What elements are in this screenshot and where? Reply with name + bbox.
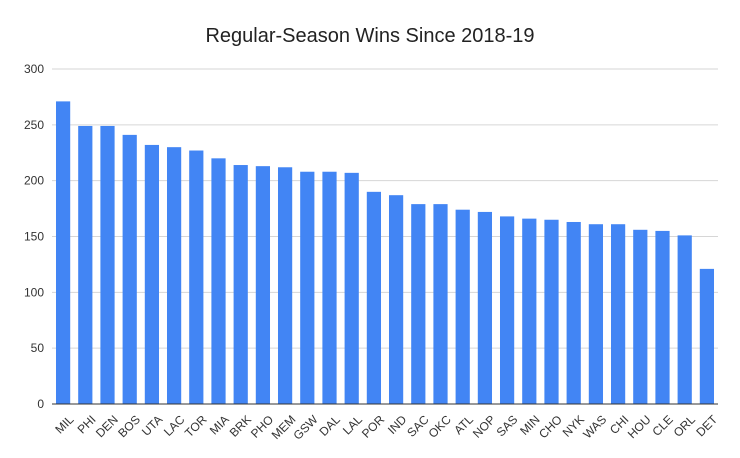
x-tick-label: DAL [316,412,343,439]
bar-cho [544,219,559,404]
bar-ind [388,195,404,404]
x-tick-label: GSW [290,412,321,443]
bar-hou [633,229,648,404]
bar-was [588,224,604,404]
bar-atl [455,209,470,404]
bar-min [522,218,537,404]
y-tick-label: 0 [37,397,44,411]
bar-det [699,268,715,404]
x-tick-label: SAC [404,412,432,440]
bar-mil [55,101,71,404]
x-tick-label: CLE [649,412,675,438]
bar-nyk [566,221,581,404]
bars [55,101,715,404]
x-tick-label: MEM [269,412,299,442]
y-tick-label: 150 [24,230,44,244]
y-axis-ticks: 0 50 100 150 200 250 300 [24,62,44,411]
x-tick-label: TOR [182,412,210,440]
x-tick-label: ORL [671,412,699,440]
x-tick-label: DEN [93,412,121,440]
y-tick-label: 50 [31,341,45,355]
bar-por [366,191,382,404]
x-tick-label: SAS [494,412,521,439]
bar-den [100,125,115,404]
x-tick-label: MIL [52,412,76,436]
x-tick-label: OKC [426,412,455,441]
bar-orl [677,235,692,404]
x-tick-label: MIA [207,412,232,437]
x-tick-label: CHO [536,412,565,441]
bar-brk [233,165,248,404]
bar-dal [322,171,337,404]
bar-chi [610,224,626,404]
x-tick-label: LAC [161,412,188,439]
x-tick-label: HOU [625,412,654,441]
bar-okc [433,204,448,404]
x-axis-ticks: MILPHIDENBOSUTALACTORMIABRKPHOMEMGSWDALL… [52,412,720,443]
y-tick-label: 100 [24,285,44,299]
x-tick-label: POR [359,412,388,441]
bar-phi [78,125,93,404]
bar-tor [189,150,204,404]
x-tick-label: BRK [227,412,254,439]
x-tick-label: NOP [470,412,498,440]
x-tick-label: BOS [115,412,143,440]
y-tick-label: 300 [24,62,44,76]
x-tick-label: NYK [560,412,587,439]
x-tick-label: IND [385,412,410,437]
bar-gsw [300,171,315,404]
bar-bos [122,134,137,404]
x-tick-label: UTA [139,412,165,438]
bar-lac [166,147,182,404]
bar-lal [344,172,359,404]
y-tick-label: 250 [24,118,44,132]
bar-pho [255,166,271,404]
bar-uta [144,144,160,404]
bar-nop [477,211,493,404]
gridlines [52,68,718,349]
x-tick-label: WAS [580,412,609,441]
bar-mia [211,158,226,404]
bar-sas [499,216,515,404]
x-tick-label: DET [693,412,720,439]
bar-cle [655,230,670,404]
bar-sac [411,204,426,404]
y-tick-label: 200 [24,174,44,188]
bar-mem [277,167,293,404]
chart-title: Regular-Season Wins Since 2018-19 [205,25,534,47]
